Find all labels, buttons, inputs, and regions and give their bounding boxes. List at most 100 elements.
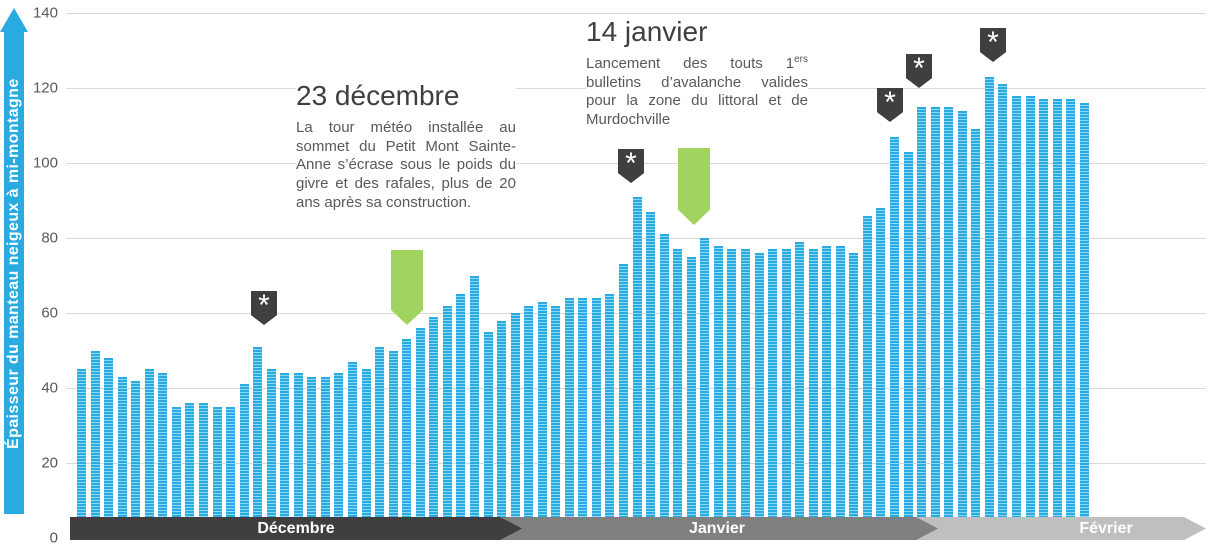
green-down-arrow-icon [391,250,423,325]
asterisk-badge-icon: * [980,28,1006,62]
bar [334,373,344,538]
bar [253,346,263,538]
bar [673,249,683,538]
y-tick-label: 140 [32,4,58,22]
bar [158,373,168,538]
bar [754,253,764,538]
bar [890,136,899,538]
month-label: Janvier [688,519,746,537]
bar [388,350,398,538]
bar [361,369,371,538]
bar [740,249,750,538]
bar [1039,99,1049,538]
y-tick-label: 0 [49,529,58,547]
annotation-14-janvier: 14 janvier Lancement des touts 1ers bull… [586,16,808,130]
bar [239,384,249,538]
bar [849,253,859,538]
bar [551,305,561,538]
bar [619,264,628,538]
bar [903,151,913,538]
bar [117,376,127,538]
bar [348,361,357,538]
asterisk-badge-icon: * [906,54,932,88]
bar [266,369,276,538]
bar [835,245,845,538]
bar [90,350,100,538]
bar [862,215,872,538]
annotation-title: 14 janvier [586,16,708,47]
bar [402,339,412,538]
bar [998,84,1008,538]
y-tick-label: 100 [32,154,58,172]
bar [957,110,967,538]
bar [144,369,154,538]
bar [226,406,236,538]
bar [77,369,86,538]
bar [564,298,574,538]
bar [293,373,303,538]
bar [442,305,452,538]
bar [456,294,466,538]
bar [781,249,791,538]
annotation-title: 23 décembre [296,80,460,111]
bar [768,249,778,538]
bar [1052,99,1062,538]
bar [429,316,439,538]
bar [280,373,290,538]
bar [524,305,534,538]
y-axis-arrow-body [4,30,24,514]
month-label: Février [1079,519,1133,537]
bar [822,245,832,538]
month-band-decembre: Décembre [70,517,522,540]
bar [415,328,425,538]
bar [171,406,181,538]
bar [632,196,642,538]
month-band-janvier: Janvier [496,517,938,540]
bar [700,238,710,538]
bar [497,320,507,538]
bar [808,249,818,538]
bar [795,241,805,538]
bar [212,406,222,538]
bar [537,301,547,538]
y-axis-arrow [0,8,28,514]
y-tick-label: 40 [41,379,58,397]
gridline [66,13,1206,14]
asterisk-badge-icon: * [877,88,903,122]
asterisk-badge-icon: * [251,291,277,325]
superscript-ers: ers [794,54,808,66]
bar [686,256,696,538]
bar [1079,103,1089,538]
bar [971,129,981,538]
bar [659,234,669,538]
annotation-body: La tour météo installée au sommet du Pet… [296,119,516,211]
bar [944,106,954,538]
bar [578,298,588,538]
bar [1011,95,1021,538]
annotation-body: Lancement des touts 1ers bulletins d’ava… [586,54,808,128]
y-tick-label: 60 [41,304,58,322]
y-axis-title: Épaisseur du manteau neigeux à mi-montag… [5,78,22,450]
bar [198,403,208,538]
y-tick-label: 80 [41,229,58,247]
y-tick-label: 20 [41,454,58,472]
month-label: Décembre [257,519,335,537]
bar [917,106,927,538]
bar [605,294,615,538]
y-tick-label: 120 [32,79,58,97]
asterisk-badge-icon: * [618,149,644,183]
bar [930,106,940,538]
bar [984,76,994,538]
bar [727,249,737,538]
bar [131,380,141,538]
bar [713,245,723,538]
bar [320,376,330,538]
bar [469,275,479,538]
bar [1025,95,1035,538]
month-band-fevrier: Février [916,517,1206,540]
bar [375,346,385,538]
bar [483,331,493,538]
annotation-23-decembre: 23 décembre La tour météo installée au s… [296,80,516,213]
bar [876,208,886,538]
